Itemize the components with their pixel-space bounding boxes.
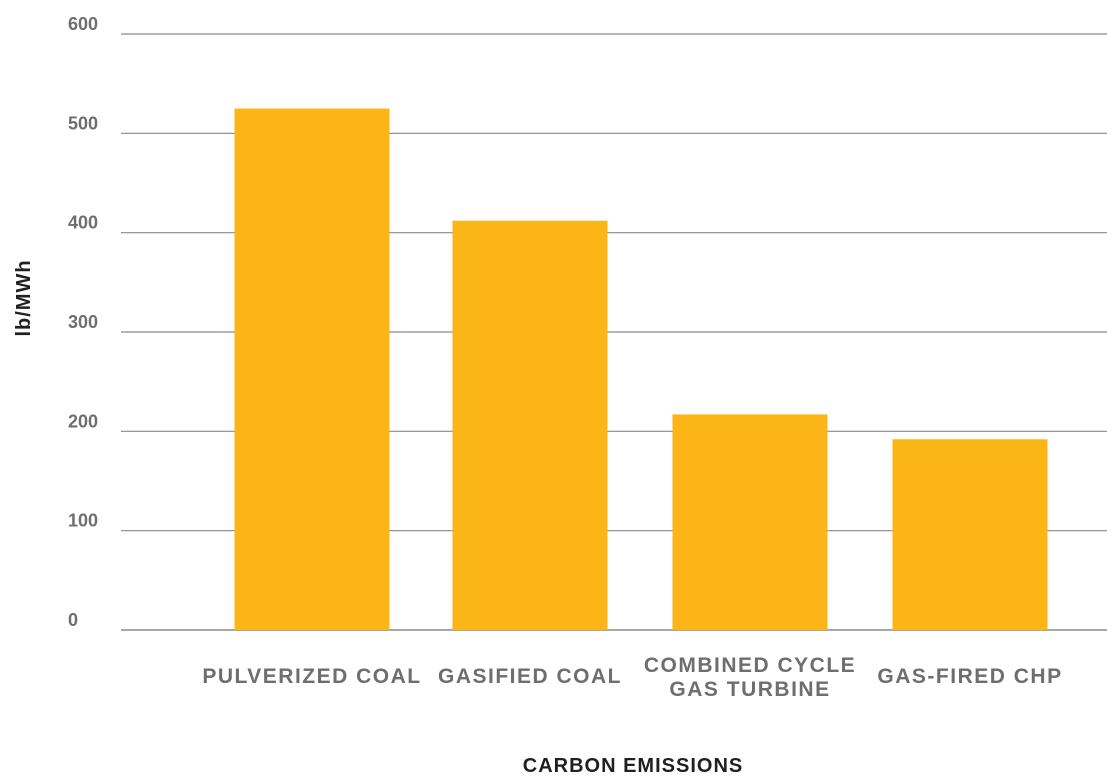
x-category-label: PULVERIZED COAL — [202, 665, 421, 688]
y-tick-label: 100 — [68, 511, 98, 531]
bar — [892, 439, 1048, 630]
y-axis-title: lb/MWh — [13, 259, 35, 336]
bar — [234, 108, 390, 630]
y-tick-label: 200 — [68, 411, 98, 431]
x-axis-categories: PULVERIZED COAL GASIFIED COAL COMBINED CYC… — [202, 654, 1062, 701]
y-axis-ticks: 0 100 200 300 400 500 600 — [68, 14, 98, 630]
y-tick-label: 300 — [68, 312, 98, 332]
x-category-label: GASIFIED COAL — [438, 665, 622, 688]
y-tick-label: 600 — [68, 14, 98, 34]
x-category-label: COMBINED CYCLE GAS TURBINE — [644, 654, 856, 701]
x-axis-title: CARBON EMISSIONS — [523, 755, 743, 777]
bar — [452, 220, 608, 630]
y-tick-label: 500 — [68, 113, 98, 133]
y-tick-label: 0 — [68, 610, 78, 630]
bars — [234, 108, 1048, 630]
x-category-label: GAS-FIRED CHP — [877, 665, 1062, 688]
bar — [672, 414, 828, 630]
y-tick-label: 400 — [68, 213, 98, 233]
